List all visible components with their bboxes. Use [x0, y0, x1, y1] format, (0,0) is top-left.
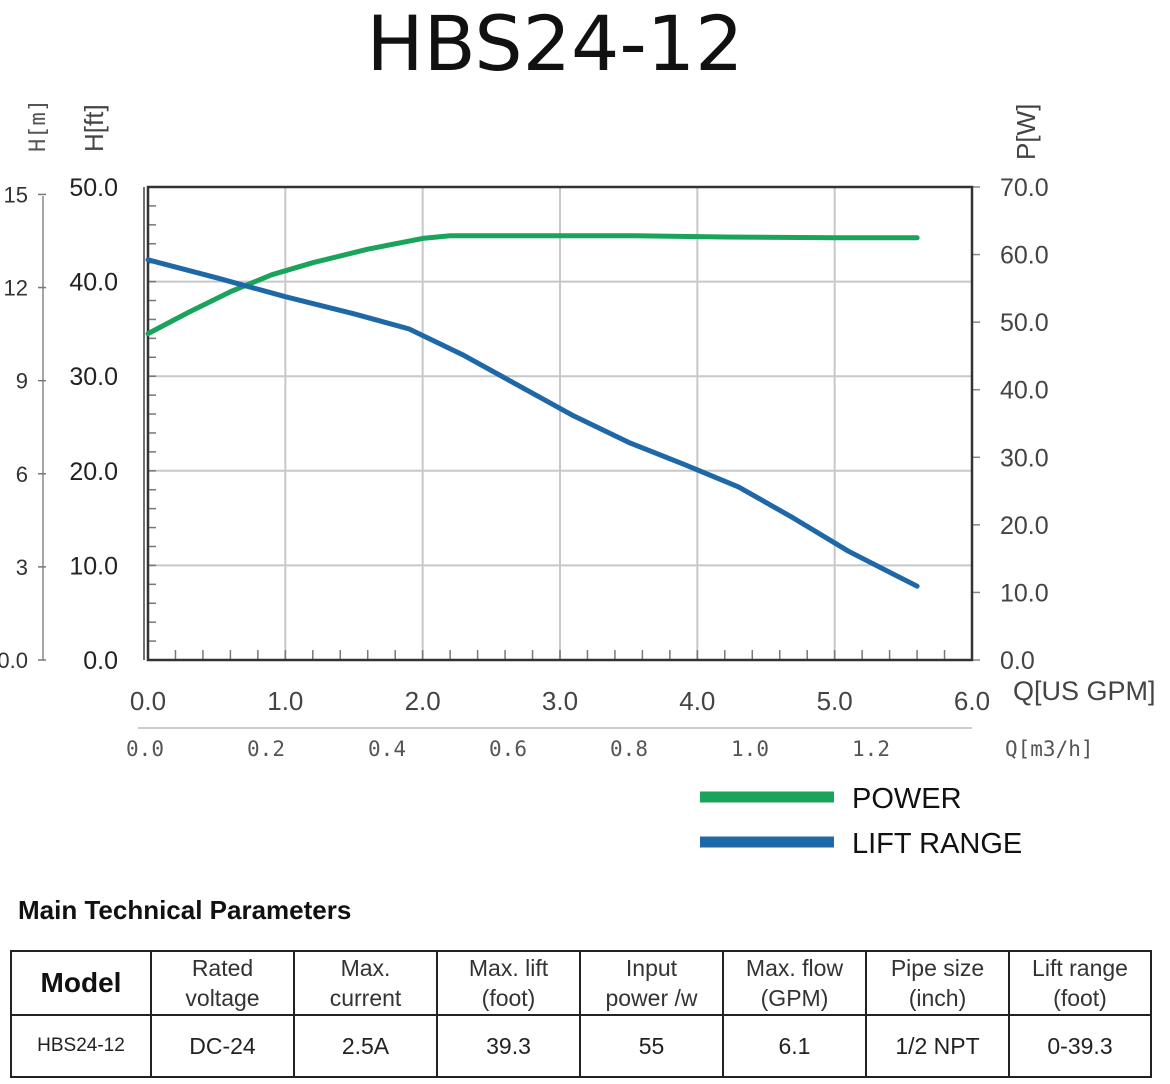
- y-tick-label-m: 3: [16, 555, 28, 580]
- x-tick-label-m3h: 0.4: [368, 737, 406, 761]
- plot-frame: [146, 185, 974, 662]
- y-tick-label-m: 12: [4, 276, 28, 301]
- y-tick-label-watt: 20.0: [1000, 512, 1049, 540]
- value-lift-range: 0-39.3: [1008, 1014, 1152, 1078]
- y-tick-label-watt: 60.0: [1000, 242, 1049, 270]
- pump-performance-chart: 0.0 1.0 2.0 3.0 4.0 5.0 6.00.010.020.030.040.0…: [0, 99, 1156, 860]
- series-line-power: [145, 233, 920, 337]
- x-tick-label-m3h: 1.2: [852, 737, 890, 761]
- header-max-current: Max. current: [293, 950, 438, 1016]
- series-line-lift-range: [145, 257, 920, 589]
- y-tick-label-watt: 30.0: [1000, 444, 1049, 472]
- value-max-flow: 6.1: [722, 1014, 867, 1078]
- value-pipe-size: 1/2 NPT: [865, 1014, 1010, 1078]
- legend-label-lift-range: LIFT RANGE: [852, 828, 1022, 860]
- y-axis-label-m: H[m]: [26, 99, 51, 152]
- x-tick-label-gpm: 0.0: [130, 686, 166, 716]
- x-tick-label-gpm: 5.0: [817, 686, 853, 716]
- y-tick-label-m: 6: [16, 462, 28, 487]
- y-tick-label-ft: 50.0: [69, 174, 118, 202]
- y-tick-label-ft: 30.0: [69, 363, 118, 391]
- x-tick-label-gpm: 3.0: [542, 686, 578, 716]
- x-tick-label-m3h: 0.2: [247, 737, 285, 761]
- y-tick-label-watt: 50.0: [1000, 309, 1049, 337]
- header-pipe-size: Pipe size (inch): [865, 950, 1010, 1016]
- value-model: HBS24-12: [10, 1014, 152, 1078]
- value-input-power: 55: [579, 1014, 724, 1078]
- y-tick-label-watt: 10.0: [1000, 579, 1049, 607]
- y-axis-label-ft: H[ft]: [79, 104, 109, 152]
- y-tick-label-watt: 0.0: [1000, 647, 1035, 675]
- y-tick-label-watt: 40.0: [1000, 377, 1049, 405]
- x-tick-label-gpm: 4.0: [679, 686, 715, 716]
- x-tick-label-m3h: 1.0: [731, 737, 769, 761]
- x-tick-label-m3h: 0.0: [126, 737, 164, 761]
- legend-label-power: POWER: [852, 783, 962, 815]
- header-rated-voltage: Rated voltage: [150, 950, 295, 1016]
- x-secondary-axis-label: Q[m3/h]: [1005, 737, 1094, 761]
- y-axis-label-watt: P[W]: [1011, 104, 1041, 160]
- y-tick-label-watt: 70.0: [1000, 174, 1049, 202]
- parameters-table: Model Rated voltage Max. current Max. lift…: [10, 950, 1152, 1078]
- value-max-current: 2.5A: [293, 1014, 438, 1078]
- parameters-heading: Main Technical Parameters: [18, 895, 352, 925]
- y-tick-label-ft: 20.0: [69, 458, 118, 486]
- x-tick-label-gpm: 1.0: [267, 686, 303, 716]
- chart-title: HBS24-12: [366, 0, 744, 88]
- header-lift-range: Lift range (foot): [1008, 950, 1152, 1016]
- value-max-lift: 39.3: [436, 1014, 581, 1078]
- x-tick-label-gpm: 6.0: [954, 686, 990, 716]
- y-tick-label-m: 0.0: [0, 648, 28, 673]
- x-tick-label-m3h: 0.8: [610, 737, 648, 761]
- header-model: Model: [10, 950, 152, 1016]
- y-tick-label-ft: 10.0: [69, 552, 118, 580]
- x-tick-label-m3h: 0.6: [489, 737, 527, 761]
- x-tick-label-gpm: 2.0: [405, 686, 441, 716]
- header-max-flow: Max. flow (GPM): [722, 950, 867, 1016]
- y-tick-label-ft: 40.0: [69, 269, 118, 297]
- parameters-value-row: HBS24-12 DC-24 2.5A 39.3 55 6.1 1/2 NPT …: [10, 1014, 1152, 1078]
- header-max-lift: Max. lift (foot): [436, 950, 581, 1016]
- y-tick-label-m: 15: [4, 182, 28, 207]
- parameters-header-row: Model Rated voltage Max. current Max. lift…: [10, 950, 1152, 1016]
- y-tick-label-m: 9: [16, 369, 28, 394]
- y-tick-label-ft: 0.0: [83, 647, 118, 675]
- x-axis-label: Q[US GPM]: [1013, 676, 1156, 706]
- header-input-power: Input power /w: [579, 950, 724, 1016]
- value-rated-voltage: DC-24: [150, 1014, 295, 1078]
